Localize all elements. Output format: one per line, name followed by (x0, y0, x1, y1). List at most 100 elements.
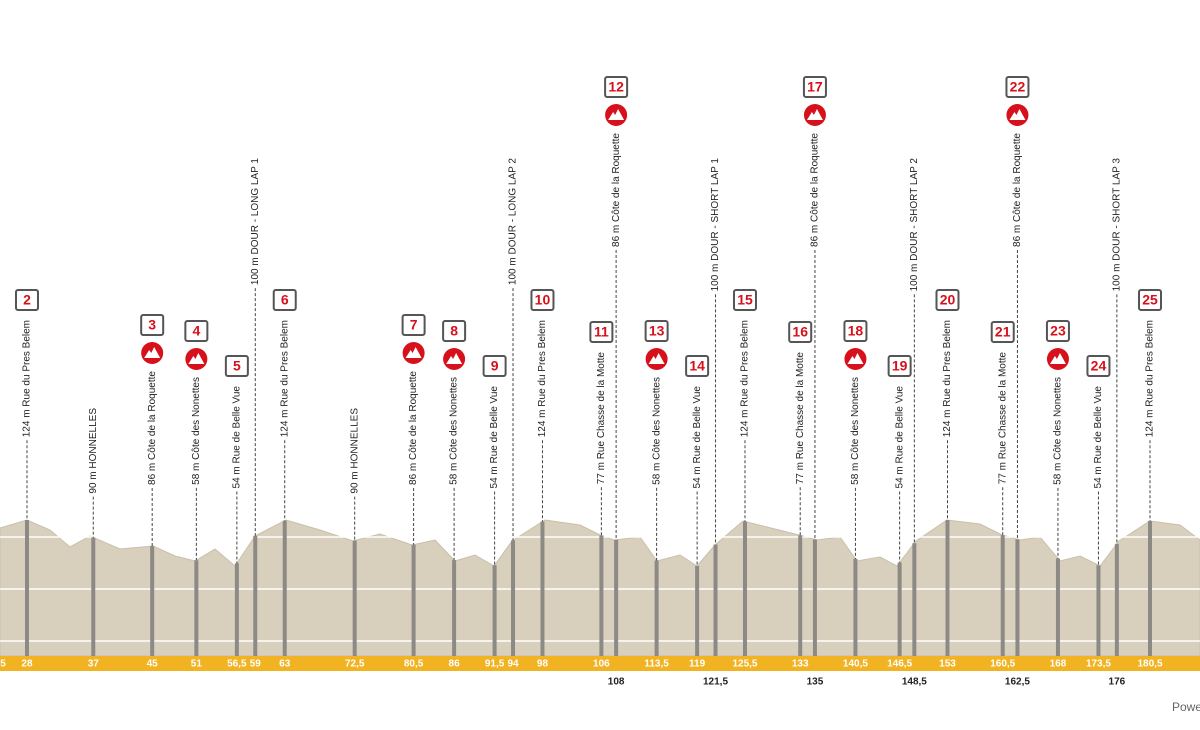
waypoint-label: 90 m HONNELLES (349, 408, 360, 494)
km-label: 140,5 (843, 659, 868, 670)
km-label: 160,5 (990, 659, 1015, 670)
number-box (1045, 320, 1070, 342)
waypoint-bar (1114, 543, 1119, 656)
waypoint-number: 5 (233, 358, 241, 374)
waypoint-bar (853, 558, 858, 656)
waypoint-label: 58 m Côte des Nonettes (1053, 377, 1064, 485)
waypoint-number: 25 (1142, 292, 1158, 308)
waypoint-number: 14 (689, 358, 705, 374)
km-label: 98 (537, 659, 549, 670)
km-label: 108 (608, 677, 625, 688)
waypoint-number: 16 (792, 324, 808, 340)
waypoint-number: 10 (535, 292, 551, 308)
climb-icon-mountain (1009, 109, 1026, 120)
number-box (401, 314, 426, 336)
km-label: 133 (792, 659, 809, 670)
waypoint-label: 58 m Côte des Nonettes (850, 377, 861, 485)
waypoint-label: 124 m Rue du Pres Belem (1145, 320, 1156, 437)
waypoint-bar (91, 537, 96, 656)
waypoint-bar (1096, 565, 1101, 656)
waypoint-bar (24, 520, 29, 656)
waypoint-bar (599, 535, 604, 656)
waypoint-bar (282, 520, 287, 656)
waypoint-label: 86 m Côte de la Roquette (408, 371, 419, 485)
number-box (1138, 289, 1163, 311)
waypoint-bar (511, 540, 516, 656)
km-label: 45 (147, 659, 159, 670)
waypoint-label: 58 m Côte des Nonettes (449, 377, 460, 485)
waypoint-bar (1148, 521, 1153, 656)
footer: Powe (1172, 700, 1200, 714)
waypoint-label: 124 m Rue du Pres Belem (942, 320, 953, 437)
waypoint-number: 21 (995, 324, 1011, 340)
km-label: 153 (939, 659, 956, 670)
climb-icon-mountain (806, 109, 823, 120)
waypoint-label: 100 m DOUR - SHORT LAP 1 (710, 158, 721, 292)
waypoint-bar (1000, 535, 1005, 656)
waypoint-number: 19 (892, 358, 908, 374)
waypoint-number: 18 (848, 323, 864, 339)
km-label: 106 (593, 659, 610, 670)
km-label: 72,5 (345, 659, 365, 670)
number-box (272, 289, 297, 311)
waypoint-number: 11 (594, 324, 609, 340)
waypoint-number: 22 (1010, 79, 1026, 95)
km-label: 173,5 (1086, 659, 1111, 670)
km-label: 119 (689, 659, 706, 670)
waypoint-bar (194, 560, 199, 656)
number-box (589, 321, 614, 343)
waypoint-number: 2 (23, 292, 31, 308)
waypoint-number: 9 (491, 358, 499, 374)
km-label: 148,5 (902, 677, 927, 688)
km-label: 94 (507, 659, 519, 670)
waypoint-number: 7 (410, 317, 418, 333)
waypoint-label: 77 m Rue Chasse de la Motte (596, 352, 607, 485)
number-box (843, 320, 868, 342)
km-label: 63 (279, 659, 291, 670)
climb-icon-mountain (608, 109, 625, 120)
waypoint-label: 54 m Rue de Belle Vue (489, 386, 500, 489)
waypoint-number: 8 (450, 323, 458, 339)
waypoint-label: 58 m Côte des Nonettes (191, 377, 202, 485)
waypoint-bar (1055, 558, 1060, 656)
waypoint-bar (742, 521, 747, 656)
waypoint-bar (695, 565, 700, 656)
number-box (224, 355, 249, 377)
waypoint-bar (452, 560, 457, 656)
km-label: 146,5 (887, 659, 912, 670)
km-label: 80,5 (404, 659, 424, 670)
waypoint-label: 124 m Rue du Pres Belem (537, 320, 548, 437)
number-box (1005, 76, 1030, 98)
waypoint-label: 124 m Rue du Pres Belem (279, 320, 290, 437)
waypoint-number: 3 (148, 317, 156, 333)
km-label: 125,5 (732, 659, 757, 670)
waypoint-bar (614, 539, 619, 656)
number-box (732, 289, 757, 311)
waypoint-label: 124 m Rue du Pres Belem (22, 320, 33, 437)
km-label: 176 (1109, 677, 1126, 688)
waypoint-label: 100 m DOUR - SHORT LAP 3 (1112, 158, 1123, 292)
waypoint-bar (492, 565, 497, 656)
waypoint-bar (150, 546, 155, 656)
waypoint-number: 13 (649, 323, 665, 339)
number-box (644, 320, 669, 342)
km-label: 28 (21, 659, 33, 670)
waypoint-bar (897, 562, 902, 656)
number-box (140, 314, 165, 336)
number-box (14, 289, 39, 311)
number-box (887, 355, 912, 377)
waypoint-bar (411, 544, 416, 656)
waypoint-bar (812, 539, 817, 656)
waypoint-label: 90 m HONNELLES (88, 408, 99, 494)
km-edge-label: 5 (0, 659, 6, 670)
km-label: 91,5 (485, 659, 505, 670)
waypoint-label: 100 m DOUR - SHORT LAP 2 (909, 158, 920, 292)
waypoint-number: 12 (608, 79, 624, 95)
number-box (990, 321, 1015, 343)
waypoint-bar (234, 563, 239, 656)
climb-icon-mountain (847, 353, 864, 364)
number-box (935, 289, 960, 311)
km-label: 113,5 (644, 659, 669, 670)
